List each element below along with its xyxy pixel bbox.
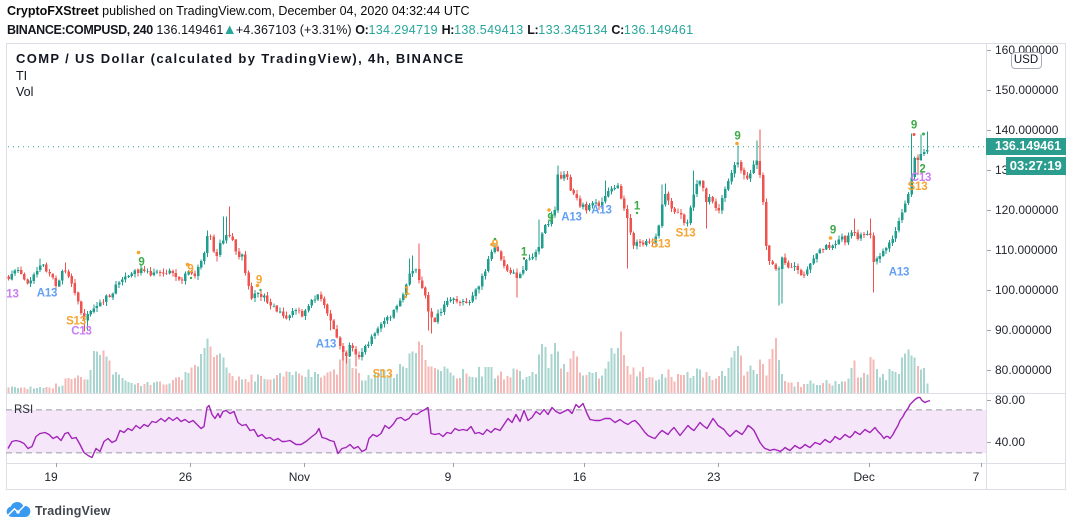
- svg-text:C13: C13: [911, 172, 932, 184]
- svg-text:1: 1: [521, 246, 528, 258]
- svg-text:9: 9: [911, 119, 917, 131]
- svg-text:9: 9: [138, 256, 144, 268]
- svg-text:1: 1: [634, 200, 641, 212]
- svg-text:S13: S13: [676, 227, 696, 239]
- svg-text:S13: S13: [373, 368, 393, 380]
- svg-text:S13: S13: [908, 181, 928, 193]
- svg-text:2: 2: [919, 163, 925, 175]
- svg-text:9: 9: [187, 263, 193, 275]
- svg-text:9: 9: [830, 224, 836, 236]
- svg-text:A13: A13: [37, 287, 58, 299]
- svg-text:9: 9: [256, 274, 262, 286]
- svg-text:S13: S13: [66, 315, 86, 327]
- svg-text:A13: A13: [591, 204, 612, 216]
- svg-text:9: 9: [547, 212, 553, 224]
- svg-text:S13: S13: [651, 238, 671, 250]
- svg-text:9: 9: [492, 238, 498, 250]
- svg-text:A13: A13: [561, 211, 582, 223]
- svg-text:A13: A13: [889, 266, 910, 278]
- svg-text:1: 1: [404, 285, 411, 297]
- svg-text:C13: C13: [71, 325, 92, 337]
- svg-text:13: 13: [6, 288, 18, 300]
- svg-text:A13: A13: [316, 338, 337, 350]
- svg-text:9: 9: [734, 130, 740, 142]
